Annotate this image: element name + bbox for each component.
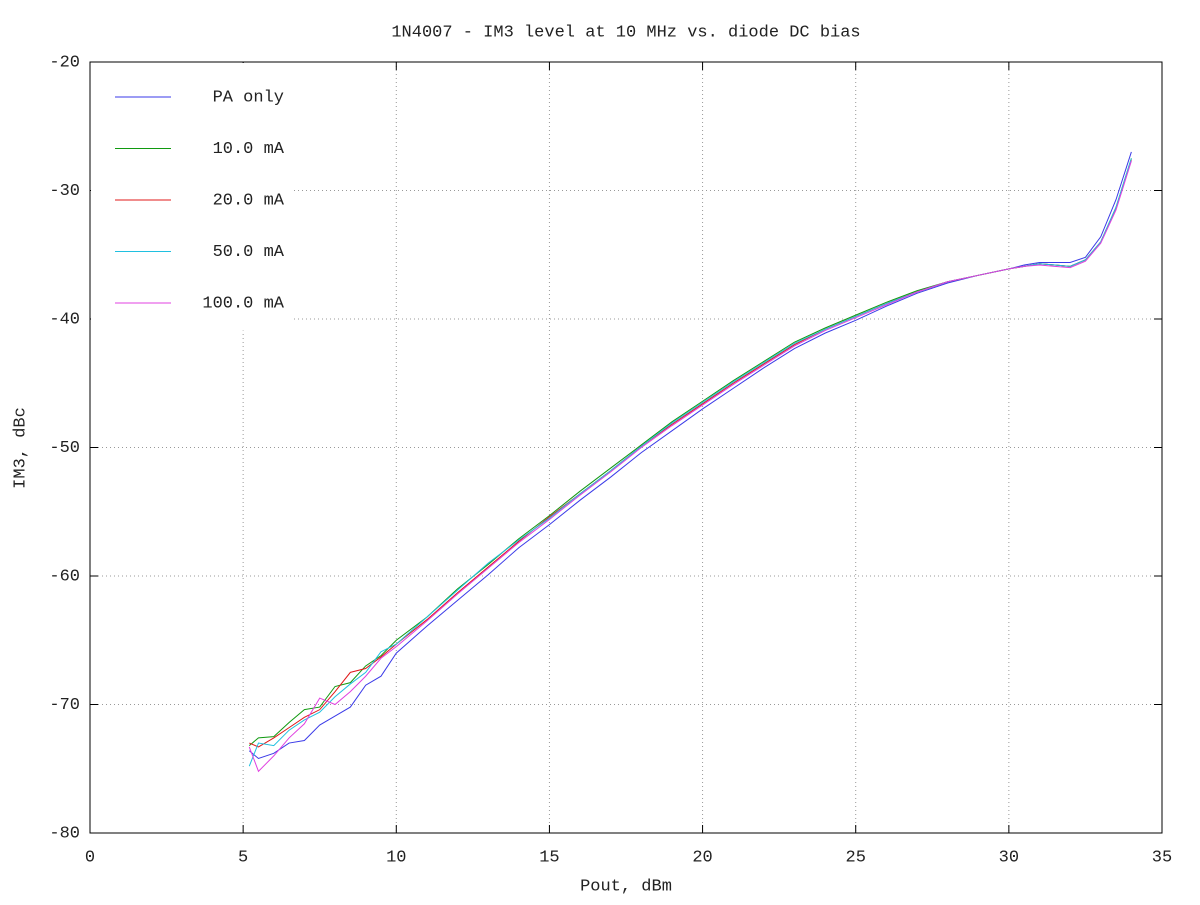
chart-title: 1N4007 - IM3 level at 10 MHz vs. diode D… [391, 23, 860, 42]
legend-background [91, 63, 291, 331]
x-tick-label: 15 [539, 848, 559, 867]
y-tick-label: -40 [49, 310, 80, 329]
legend-label: 50.0 mA [213, 243, 285, 262]
x-axis-label: Pout, dBm [580, 877, 672, 896]
series-line [248, 158, 1132, 767]
x-tick-label: 20 [692, 848, 712, 867]
x-tick-label: 10 [386, 848, 406, 867]
x-tick-label: 0 [85, 848, 95, 867]
y-tick-label: -70 [49, 696, 80, 715]
legend-label: 20.0 mA [213, 191, 285, 210]
legend-label: PA only [213, 88, 284, 107]
y-tick-label: -20 [49, 53, 80, 72]
y-axis-label: IM3, dBc [11, 407, 30, 489]
y-tick-label: -60 [49, 567, 80, 586]
y-tick-label: -30 [49, 182, 80, 201]
x-tick-label: 5 [238, 848, 248, 867]
series-line [248, 160, 1132, 773]
legend-label: 10.0 mA [213, 140, 285, 159]
x-tick-label: 35 [1152, 848, 1172, 867]
plot-frame [89, 61, 1163, 834]
legend-label: 100.0 mA [202, 294, 284, 313]
series-line [249, 159, 1132, 748]
x-tick-label: 25 [846, 848, 866, 867]
series-line [248, 151, 1132, 760]
y-tick-label: -50 [49, 439, 80, 458]
y-tick-label: -80 [49, 824, 80, 843]
x-tick-label: 30 [999, 848, 1019, 867]
